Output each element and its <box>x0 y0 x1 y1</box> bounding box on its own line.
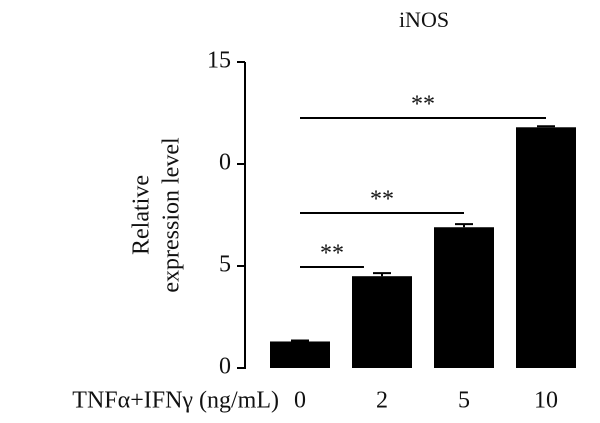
y-tick-label: 0 <box>219 150 231 176</box>
error-bar <box>455 223 473 228</box>
significance-label: ** <box>411 92 435 118</box>
y-tick-label: 15 <box>207 48 231 74</box>
x-tick-label: 0 <box>294 388 306 414</box>
bar <box>352 276 412 368</box>
x-axis-label: TNFα+IFNγ (ng/mL) <box>72 388 279 414</box>
x-tick-label: 5 <box>458 388 470 414</box>
x-tick-label: 2 <box>376 388 388 414</box>
bar <box>516 127 576 368</box>
significance-label: ** <box>370 187 394 213</box>
chart-title: iNOS <box>399 7 449 32</box>
y-axis-label: expression level <box>159 137 185 293</box>
y-tick-label: 0 <box>219 354 231 380</box>
error-bar <box>537 125 555 128</box>
y-tick-label: 5 <box>219 252 231 278</box>
significance-label: ** <box>320 241 344 267</box>
x-tick-label: 10 <box>534 388 558 414</box>
bar <box>270 341 330 368</box>
bar <box>434 227 494 368</box>
error-bar <box>373 272 391 277</box>
y-axis-label: Relative <box>129 175 155 255</box>
error-bar <box>291 339 309 342</box>
